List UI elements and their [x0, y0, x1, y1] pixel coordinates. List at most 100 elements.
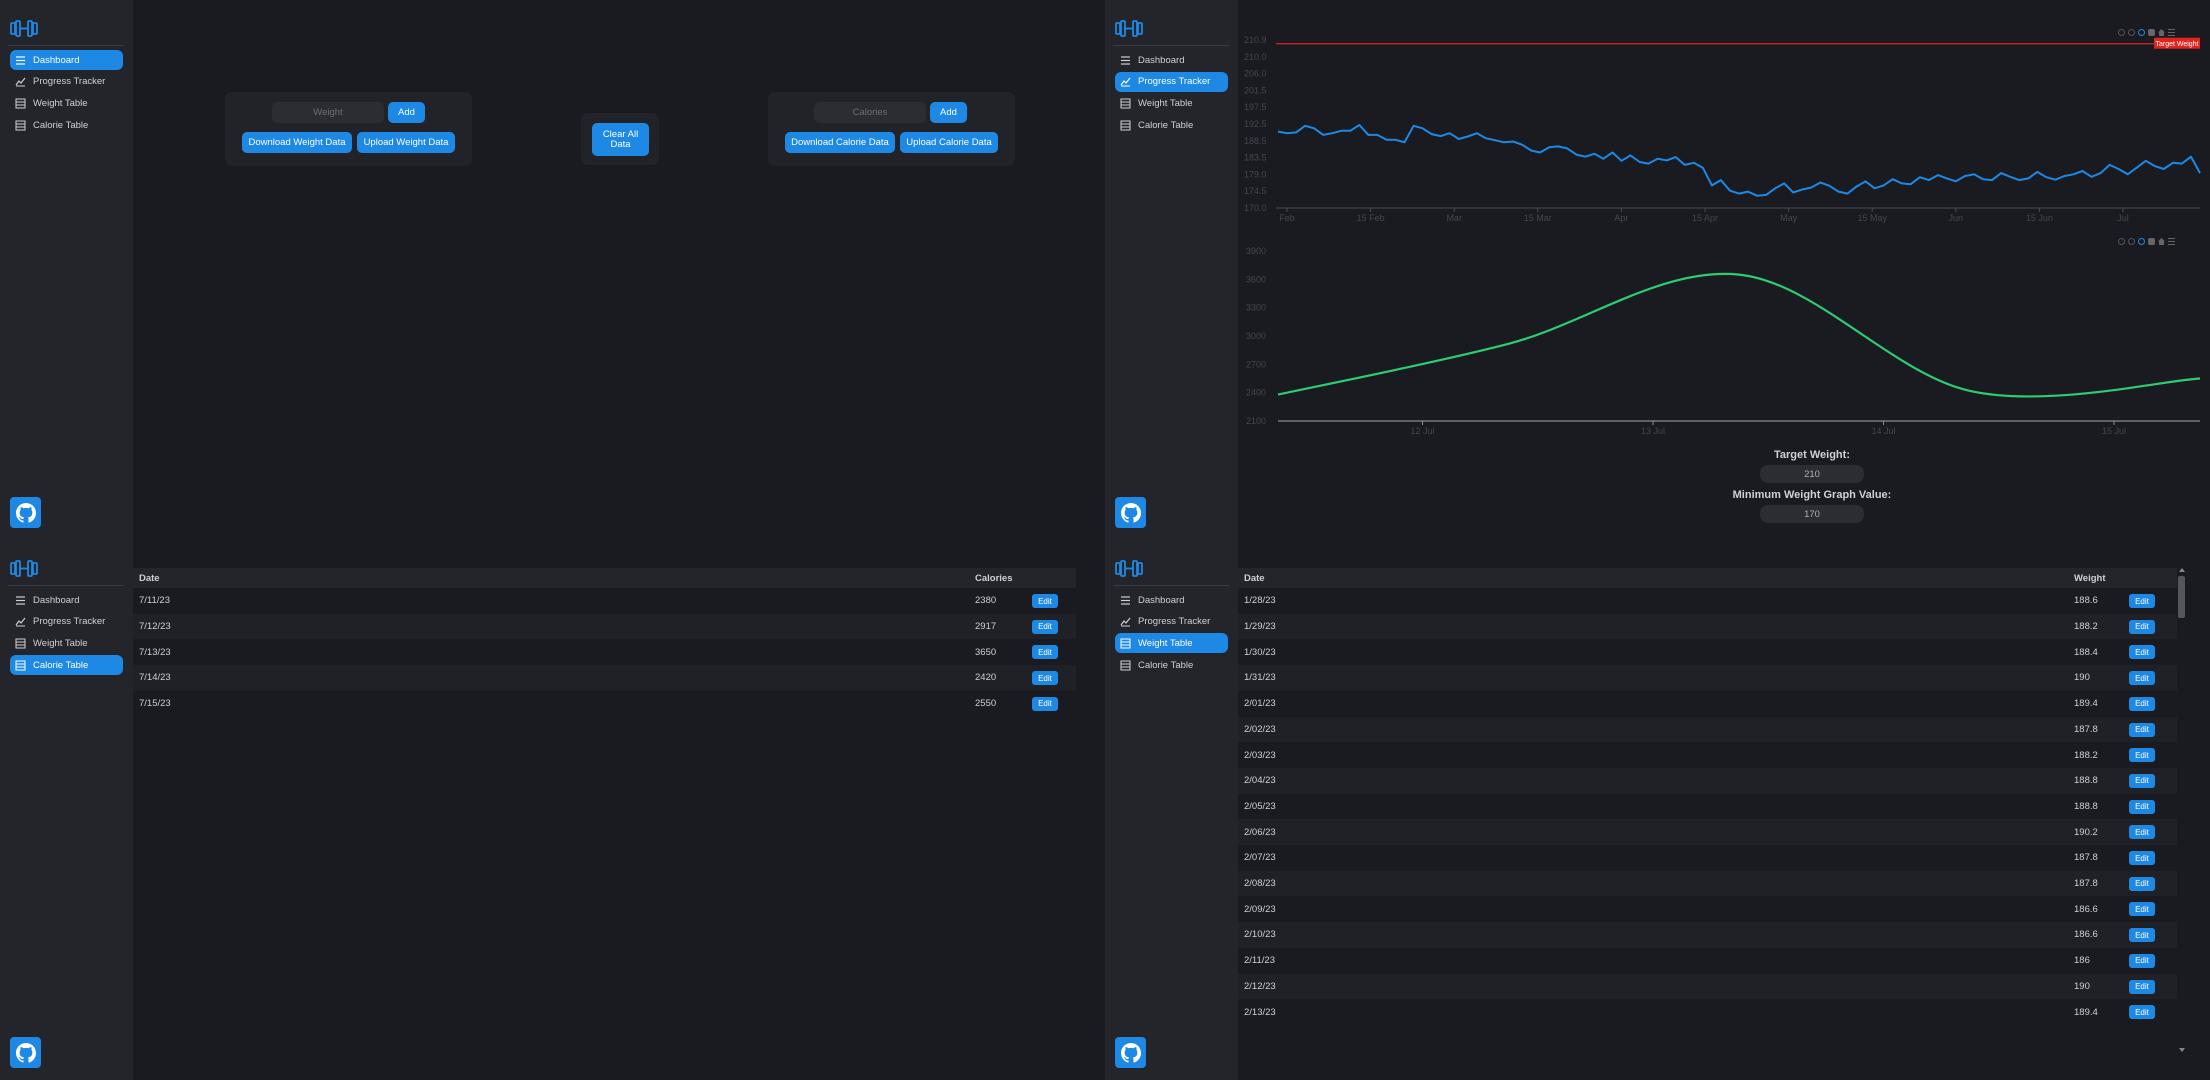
sidebar-item-progress-tracker[interactable]: Progress Tracker: [1115, 71, 1228, 92]
edit-button[interactable]: Edit: [1032, 619, 1058, 634]
download-weight-button[interactable]: Download Weight Data: [242, 132, 352, 153]
sidebar-item-progress-tracker[interactable]: Progress Tracker: [10, 612, 123, 632]
zoom-in-icon[interactable]: [2118, 29, 2125, 36]
clear-all-data-button[interactable]: Clear All Data: [592, 123, 649, 156]
sidebar-item-calorie-table[interactable]: Calorie Table: [10, 655, 123, 676]
add-calorie-button[interactable]: Add: [930, 102, 967, 123]
reset-home-icon[interactable]: [2158, 238, 2165, 245]
dashboard-icon: [16, 595, 25, 605]
edit-button[interactable]: Edit: [2129, 799, 2155, 814]
x-tick-label: 15 Jul: [2102, 426, 2126, 436]
sidebar-item-dashboard[interactable]: Dashboard: [10, 50, 123, 70]
sidebar-item-weight-table[interactable]: Weight Table: [10, 633, 123, 653]
scroll-up-arrow[interactable]: [2179, 568, 2185, 572]
sidebar-item-label: Dashboard: [1138, 54, 1185, 66]
edit-button[interactable]: Edit: [1032, 671, 1058, 686]
edit-button[interactable]: Edit: [2129, 902, 2155, 917]
menu-icon[interactable]: [2168, 238, 2175, 245]
edit-button[interactable]: Edit: [2129, 953, 2155, 968]
edit-button[interactable]: Edit: [2129, 645, 2155, 660]
sidebar-item-weight-table[interactable]: Weight Table: [1115, 93, 1228, 113]
edit-button[interactable]: Edit: [2129, 851, 2155, 865]
menu-icon[interactable]: [2168, 29, 2175, 36]
zoom-select-icon[interactable]: [2138, 238, 2145, 245]
download-calorie-button[interactable]: Download Calorie Data: [785, 132, 895, 153]
calories-cell: 2917: [975, 621, 997, 633]
date-cell: 7/11/23: [139, 595, 170, 607]
date-cell: 2/01/23: [1244, 698, 1276, 710]
table-scrollbar[interactable]: [2177, 568, 2187, 1080]
chart-icon: [15, 77, 26, 87]
edit-button[interactable]: Edit: [2129, 748, 2155, 763]
sidebar-item-dashboard[interactable]: Dashboard: [1115, 50, 1228, 70]
sidebar-item-label: Progress Tracker: [1138, 616, 1211, 628]
target-weight-input[interactable]: 210: [1760, 465, 1864, 483]
x-tick-label: 15 Apr: [1692, 213, 1718, 223]
sidebar-item-calorie-table[interactable]: Calorie Table: [10, 115, 123, 135]
edit-button[interactable]: Edit: [1032, 645, 1058, 660]
zoom-out-icon[interactable]: [2128, 29, 2135, 36]
weight-input[interactable]: Weight: [272, 102, 384, 123]
zoom-out-icon[interactable]: [2128, 238, 2135, 245]
table-row: 2/02/23 187.8 Edit: [1238, 716, 2177, 743]
sidebar-item-dashboard[interactable]: Dashboard: [1115, 590, 1228, 610]
dumbbell-icon[interactable]: [1115, 560, 1143, 577]
dumbbell-icon[interactable]: [10, 560, 38, 577]
calorie-table-view: Dashboard Progress Tracker Weight Table …: [0, 540, 1105, 1080]
sidebar-item-calorie-table[interactable]: Calorie Table: [1115, 655, 1228, 675]
edit-button[interactable]: Edit: [2129, 825, 2155, 840]
reset-home-icon[interactable]: [2158, 29, 2165, 36]
edit-button[interactable]: Edit: [2129, 671, 2155, 686]
upload-calorie-button[interactable]: Upload Calorie Data: [900, 132, 998, 153]
github-icon: [1120, 502, 1141, 523]
edit-button[interactable]: Edit: [2129, 928, 2155, 943]
edit-button[interactable]: Edit: [2129, 876, 2155, 891]
calories-input[interactable]: Calories: [814, 102, 926, 123]
date-cell: 7/13/23: [139, 646, 171, 658]
upload-weight-button[interactable]: Upload Weight Data: [357, 132, 455, 153]
progress-main: 210.9 210.0 206.0 201.5 197.5 192.5 188.5 183.5…: [1238, 0, 2210, 540]
github-button[interactable]: [1115, 497, 1146, 528]
target-weight-label: Target Weight:: [1774, 449, 1850, 461]
y-tick-label: 188.5: [1244, 136, 1267, 146]
x-tick-label: 13 Jul: [1641, 426, 1665, 436]
table-row: 2/04/23 188.8 Edit: [1238, 767, 2177, 794]
edit-button[interactable]: Edit: [1032, 594, 1058, 608]
calories-cell: 3650: [975, 646, 997, 658]
edit-button[interactable]: Edit: [2129, 594, 2155, 608]
github-button[interactable]: [10, 1037, 41, 1068]
edit-button[interactable]: Edit: [2129, 619, 2155, 634]
github-button[interactable]: [1115, 1037, 1146, 1068]
y-tick-label: 3300: [1246, 303, 1266, 313]
zoom-in-icon[interactable]: [2118, 238, 2125, 245]
weight-cell: 189.4: [2074, 698, 2098, 710]
y-tick-label: 201.5: [1244, 85, 1267, 95]
zoom-select-icon[interactable]: [2138, 29, 2145, 36]
scroll-down-arrow[interactable]: [2179, 1048, 2185, 1052]
scroll-thumb[interactable]: [2178, 576, 2185, 618]
dumbbell-icon[interactable]: [10, 20, 38, 37]
x-tick-label: 12 Jul: [1410, 426, 1434, 436]
edit-button[interactable]: Edit: [2129, 722, 2155, 737]
edit-button[interactable]: Edit: [2129, 1005, 2155, 1020]
min-weight-input[interactable]: 170: [1760, 505, 1864, 523]
sidebar-item-label: Weight Table: [33, 97, 88, 109]
dumbbell-icon[interactable]: [1115, 20, 1143, 37]
sidebar-item-progress-tracker[interactable]: Progress Tracker: [10, 72, 123, 92]
sidebar-item-weight-table[interactable]: Weight Table: [1115, 633, 1228, 654]
date-cell: 2/12/23: [1244, 980, 1276, 992]
github-button[interactable]: [10, 497, 41, 528]
sidebar: Dashboard Progress Tracker Weight Table …: [0, 540, 133, 1080]
sidebar-item-weight-table[interactable]: Weight Table: [10, 93, 123, 113]
edit-button[interactable]: Edit: [1032, 696, 1058, 711]
weight-cell: 188.8: [2074, 800, 2098, 812]
edit-button[interactable]: Edit: [2129, 773, 2155, 788]
edit-button[interactable]: Edit: [2129, 979, 2155, 994]
sidebar-item-dashboard[interactable]: Dashboard: [10, 590, 123, 610]
add-weight-button[interactable]: Add: [388, 102, 425, 123]
pan-icon[interactable]: [2148, 238, 2155, 245]
sidebar-item-calorie-table[interactable]: Calorie Table: [1115, 115, 1228, 135]
edit-button[interactable]: Edit: [2129, 696, 2155, 711]
sidebar-item-progress-tracker[interactable]: Progress Tracker: [1115, 612, 1228, 632]
pan-icon[interactable]: [2148, 29, 2155, 36]
